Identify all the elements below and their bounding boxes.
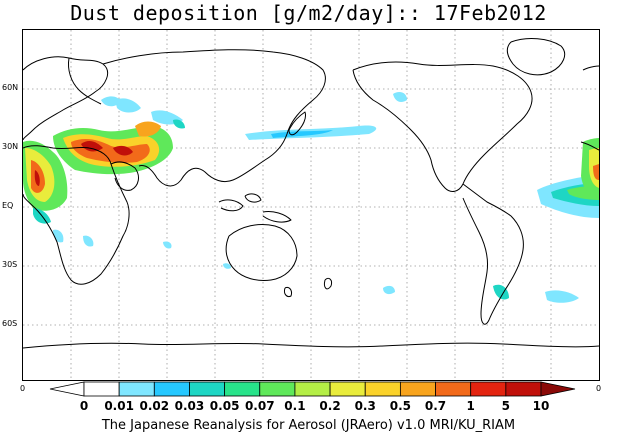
colorbar-box <box>294 381 331 397</box>
colorbar <box>49 381 576 397</box>
colorbar-tick-label: 0 <box>79 399 89 413</box>
colorbar-box <box>118 381 155 397</box>
colorbar-tick-label: 5 <box>501 399 511 413</box>
colorbar-boxes <box>49 381 576 397</box>
colorbar-tick-label: 0.3 <box>354 399 376 413</box>
map-canvas <box>22 30 600 380</box>
footer-credit: The Japanese Reanalysis for Aerosol (JRA… <box>101 418 516 433</box>
lat-label-60n: 60N <box>2 83 19 92</box>
colorbar-box <box>224 381 261 397</box>
colorbar-box <box>435 381 472 397</box>
colorbar-box <box>364 381 401 397</box>
lat-label-30s: 30S <box>2 260 18 269</box>
colorbar-tick-label: 1 <box>466 399 475 413</box>
map-title: Dust deposition [g/m2/day]:: 17Feb2012 <box>70 1 547 25</box>
graticule <box>23 30 599 380</box>
lat-label-eq: EQ <box>2 201 14 210</box>
colorbar-box <box>259 381 296 397</box>
longitude-label-right: 0 <box>596 384 602 393</box>
dust-deposition-field <box>23 92 599 303</box>
colorbar-box <box>399 381 436 397</box>
longitude-label-left: 0 <box>20 384 26 393</box>
colorbar-tick-label: 0.5 <box>389 399 412 413</box>
colorbar-box <box>153 381 190 397</box>
colorbar-box <box>189 381 226 397</box>
lat-label-30n: 30N <box>2 142 19 151</box>
colorbar-tick-label: 0.1 <box>284 399 306 413</box>
colorbar-tick-label: 0.07 <box>244 399 275 413</box>
colorbar-tick-label: 0.03 <box>174 399 205 413</box>
colorbar-tick-label: 0.05 <box>209 399 240 413</box>
world-map <box>22 29 600 381</box>
coastlines <box>22 38 600 349</box>
colorbar-box <box>83 381 120 397</box>
colorbar-box <box>505 381 542 397</box>
colorbar-tick-label: 0.02 <box>139 399 170 413</box>
lat-label-60s: 60S <box>2 319 18 328</box>
colorbar-tick-label: 10 <box>532 399 550 413</box>
colorbar-arrow-low <box>49 381 85 397</box>
colorbar-tick-label: 0.7 <box>424 399 447 413</box>
colorbar-arrow-high <box>540 381 576 397</box>
colorbar-box <box>470 381 507 397</box>
colorbar-tick-label: 0.01 <box>104 399 134 413</box>
colorbar-tick-label: 0.2 <box>319 399 341 413</box>
colorbar-box <box>329 381 366 397</box>
